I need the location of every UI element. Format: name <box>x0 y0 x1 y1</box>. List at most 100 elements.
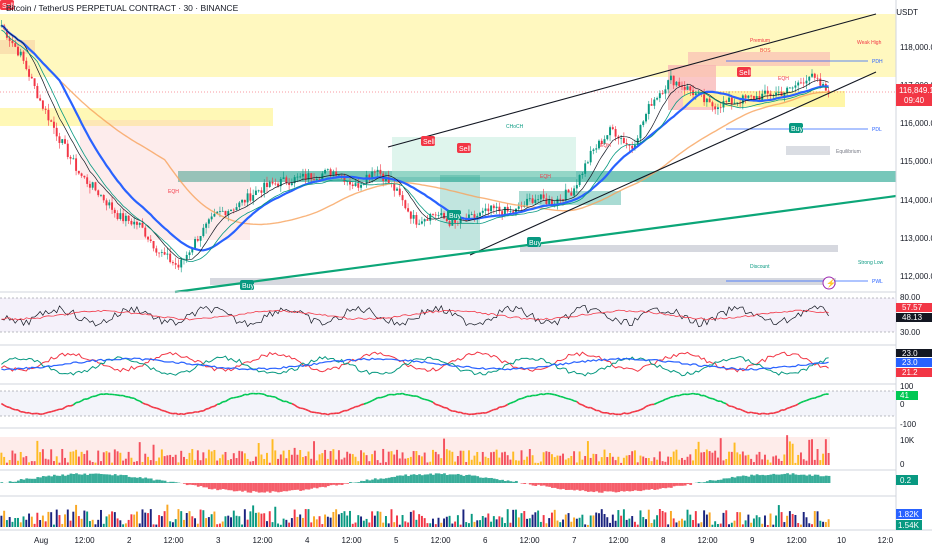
volume2-pane[interactable] <box>0 505 829 527</box>
volume2-bar <box>631 516 633 527</box>
volume2-bar <box>664 512 666 527</box>
volume2-bar <box>449 516 451 527</box>
volume2-bar <box>443 518 445 527</box>
histogram-pane[interactable] <box>0 473 830 493</box>
volume2-bar <box>653 520 655 527</box>
volume2-bar <box>288 523 290 527</box>
volume-bar <box>305 456 307 465</box>
candle <box>164 247 166 255</box>
volume2-bar <box>465 522 467 527</box>
candle <box>200 236 202 247</box>
eqh-label-2: EQH <box>600 143 611 149</box>
buy-signal-1[interactable]: Buy <box>240 280 255 290</box>
sell-signal-4[interactable]: Sell <box>737 67 751 77</box>
volume2-bar <box>197 524 199 527</box>
histogram-bar <box>764 475 767 483</box>
volume-bar <box>728 452 730 465</box>
volume-bar <box>792 444 794 465</box>
histogram-bar <box>534 483 537 486</box>
volume2-bar <box>53 525 55 527</box>
volume2-bar <box>249 511 251 527</box>
histogram-bar <box>39 477 42 483</box>
volume2-bar <box>532 515 534 527</box>
volume2-bar <box>283 519 285 527</box>
volume2-bar <box>723 513 725 527</box>
volume2-bar <box>310 522 312 527</box>
histogram-bar <box>407 476 410 483</box>
volume-bar <box>781 461 783 465</box>
pwl-zone <box>210 278 836 285</box>
candle <box>346 181 348 186</box>
volume-bar <box>753 462 755 465</box>
rsi-pane[interactable] <box>0 298 896 332</box>
histogram-bar <box>106 474 109 483</box>
histogram-bar <box>523 483 526 484</box>
volume2-bar <box>753 518 755 527</box>
volume-bar <box>180 451 182 465</box>
histogram-bar <box>662 483 665 488</box>
candle <box>595 144 597 153</box>
price-axis[interactable]: 118,000.0 117,000.0 116,000.0 115,000.0 … <box>896 43 932 281</box>
candle <box>155 246 157 256</box>
buy-signal-4[interactable]: Buy <box>789 123 804 133</box>
volume2-bar <box>374 516 376 527</box>
histogram-bar <box>399 475 402 483</box>
histogram-bar <box>687 483 690 484</box>
volume2-bar <box>584 524 586 527</box>
volume2-bar <box>191 516 193 527</box>
buy-signal-2[interactable]: Buy <box>447 210 462 220</box>
volume2-bar <box>225 516 227 527</box>
volume-bar <box>501 452 503 465</box>
histogram-bar <box>731 477 734 483</box>
volume2-bar <box>432 519 434 527</box>
volume2-bar <box>811 524 813 527</box>
histogram-bar <box>313 483 316 488</box>
dmi-pane[interactable] <box>1 352 828 376</box>
volume2-bar <box>211 514 213 527</box>
volume-bar <box>200 460 202 465</box>
histogram-bar <box>792 473 795 483</box>
volume2-bar <box>501 517 503 527</box>
volume2-bar <box>545 523 547 527</box>
candle <box>72 155 74 160</box>
volume-bar <box>338 450 340 465</box>
buy-signal-3[interactable]: Buy <box>527 237 542 247</box>
histogram-bar <box>219 483 222 490</box>
volume-bar <box>299 450 301 465</box>
volume-bar <box>465 462 467 465</box>
volume2-bar <box>667 524 669 527</box>
volume-bar <box>606 457 608 465</box>
candle <box>662 90 664 95</box>
histogram-bar <box>269 483 272 493</box>
volume2-bar <box>529 518 531 527</box>
volume2-bar <box>440 523 442 527</box>
sell-signal-2[interactable]: Sell <box>421 136 435 146</box>
volume-bar <box>296 455 298 465</box>
volume2-bar <box>144 513 146 527</box>
volume2-bar <box>468 523 470 527</box>
volume-bar <box>269 463 271 465</box>
time-tick: 12:00 <box>609 536 630 545</box>
volume-bar <box>678 460 680 465</box>
volume-bar <box>244 453 246 465</box>
volume2-bar <box>139 523 141 527</box>
volume-bar <box>227 460 229 465</box>
svg-text:Buy: Buy <box>449 213 462 220</box>
volume-bar <box>316 460 318 465</box>
volume-bar <box>360 450 362 465</box>
svg-text:Buy: Buy <box>791 126 804 133</box>
oscillator-pane[interactable] <box>0 391 896 416</box>
volume-pane[interactable] <box>0 435 830 465</box>
time-tick: 5 <box>394 536 399 545</box>
histogram-bar <box>388 478 391 483</box>
histogram-bar <box>819 476 822 483</box>
volume2-bar <box>324 515 326 527</box>
volume2-bar <box>673 518 675 527</box>
histogram-bar <box>280 483 283 492</box>
volume2-bar <box>410 512 412 527</box>
lightning-icon[interactable]: ⚡ <box>823 277 836 289</box>
sell-signal-3[interactable]: Sell <box>457 143 471 153</box>
